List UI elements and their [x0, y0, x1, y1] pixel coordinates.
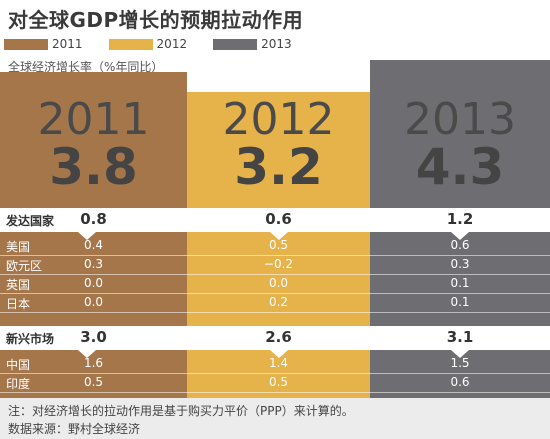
- legend-item-2013: 2013: [213, 37, 292, 51]
- row-label: 中国: [6, 358, 31, 372]
- cell-value: 0.8: [80, 210, 107, 228]
- cell-value: 0.0: [83, 276, 104, 290]
- footer-panel: 注：对经济增长的拉动作用是基于购买力平价（PPP）来计算的。 数据来源：野村全球…: [0, 398, 550, 439]
- row-band: [0, 208, 550, 232]
- row-divider: [370, 293, 550, 294]
- legend-label-2012: 2012: [156, 37, 188, 51]
- legend: 2011 2012 2013: [4, 36, 318, 52]
- legend-item-2012: 2012: [108, 37, 188, 51]
- cell-value: 0.1: [450, 295, 470, 309]
- cell-value: 0.1: [450, 276, 470, 290]
- year-label-2012: 2012: [222, 94, 335, 145]
- global-growth-2011: 3.8: [49, 138, 138, 196]
- cell-value: 0.5: [83, 375, 104, 389]
- global-growth-2012: 3.2: [234, 138, 323, 196]
- cell-value: 0.6: [450, 238, 470, 252]
- row-divider: [0, 392, 187, 393]
- row-divider: [187, 312, 370, 313]
- chart-title: 对全球GDP增长的预期拉动作用: [8, 8, 304, 32]
- row-label: 美国: [6, 240, 31, 254]
- cell-value: 0.5: [268, 375, 289, 389]
- global-growth-2013: 4.3: [415, 138, 505, 196]
- cell-value: 0.6: [265, 210, 292, 228]
- row-divider: [187, 274, 370, 275]
- row-pointer: [451, 232, 469, 240]
- cell-value: 0.0: [268, 276, 289, 290]
- cell-value: 1.2: [446, 210, 474, 228]
- row-divider: [370, 373, 550, 374]
- legend-label-2011: 2011: [52, 37, 83, 51]
- row-band: [0, 326, 550, 350]
- row-divider: [0, 312, 187, 313]
- row-pointer: [451, 350, 469, 358]
- row-divider: [187, 255, 370, 256]
- footnote: 注：对经济增长的拉动作用是基于购买力平价（PPP）来计算的。: [8, 404, 354, 418]
- row-label: 印度: [6, 377, 31, 391]
- row-pointer: [269, 350, 288, 358]
- row-label: 新兴市场: [6, 332, 55, 346]
- row-divider: [0, 274, 187, 275]
- row-pointer: [78, 232, 96, 240]
- row-divider: [370, 312, 550, 313]
- source-note: 数据来源：野村全球经济: [8, 422, 141, 436]
- cell-value: 0.4: [83, 238, 104, 252]
- cell-value: 1.4: [268, 356, 289, 370]
- row-pointer: [78, 350, 96, 358]
- row-divider: [187, 293, 370, 294]
- row-label: 欧元区: [6, 259, 43, 273]
- row-divider: [370, 274, 550, 275]
- legend-item-2011: 2011: [4, 37, 83, 51]
- cell-value: 2.6: [265, 328, 292, 346]
- row-divider: [0, 255, 187, 256]
- legend-label-2013: 2013: [261, 37, 292, 51]
- cell-value: 3.1: [446, 328, 474, 346]
- legend-swatch-2011: [4, 38, 48, 50]
- chart-subtitle: 全球经济增长率（%年同比）: [8, 60, 164, 74]
- row-label: 日本: [6, 297, 31, 311]
- row-divider: [370, 255, 550, 256]
- row-divider: [370, 392, 550, 393]
- cell-value: 0.5: [268, 238, 289, 252]
- legend-swatch-2012: [108, 38, 153, 50]
- cell-value: 1.5: [450, 356, 470, 370]
- legend-swatch-2013: [213, 38, 258, 50]
- cell-value: 0.6: [450, 375, 470, 389]
- cell-value: −0.2: [263, 257, 294, 271]
- year-label-2013: 2013: [404, 94, 516, 145]
- cell-value: 0.2: [268, 295, 289, 309]
- cell-value: 3.0: [80, 328, 107, 346]
- row-divider: [187, 392, 370, 393]
- year-label-2011: 2011: [37, 94, 150, 145]
- cell-value: 0.3: [450, 257, 470, 271]
- row-label: 英国: [6, 278, 31, 292]
- row-divider: [0, 373, 187, 374]
- row-divider: [0, 293, 187, 294]
- row-pointer: [269, 232, 288, 240]
- row-label: 发达国家: [6, 214, 55, 228]
- cell-value: 0.0: [83, 295, 104, 309]
- cell-value: 1.6: [83, 356, 104, 370]
- cell-value: 0.3: [83, 257, 104, 271]
- row-divider: [187, 373, 370, 374]
